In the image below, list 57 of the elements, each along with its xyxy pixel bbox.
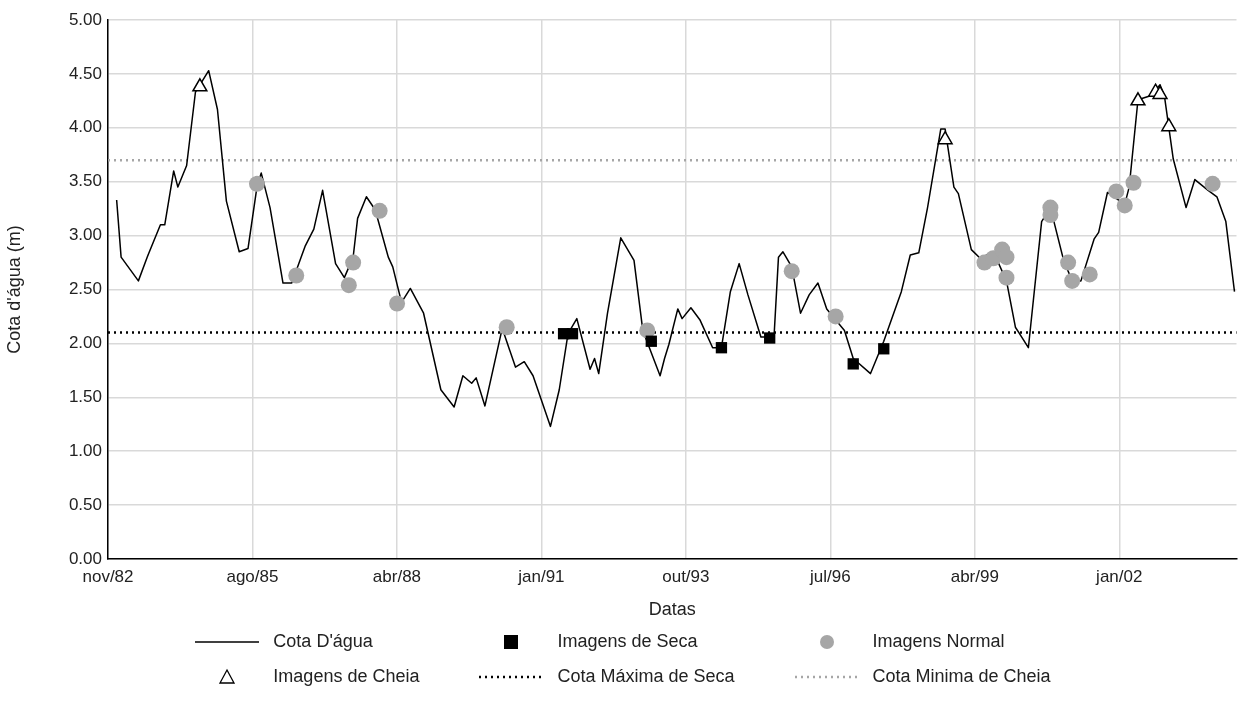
- x-tick-label: nov/82: [82, 566, 134, 586]
- y-axis-title: Cota d'água (m): [3, 225, 24, 354]
- y-tick-label: 2.00: [68, 333, 102, 353]
- y-tick-label: 4.50: [68, 63, 102, 83]
- legend-label: Imagens de Cheia: [273, 666, 420, 687]
- point: [764, 332, 776, 344]
- point: [1125, 174, 1142, 191]
- point: [1081, 266, 1098, 283]
- point: [847, 358, 859, 370]
- x-tick-label: abr/99: [950, 566, 999, 586]
- point: [715, 342, 728, 354]
- point: [783, 263, 800, 280]
- x-tick-label: ago/85: [226, 566, 279, 586]
- y-tick-label: 0.50: [68, 494, 102, 514]
- point: [371, 202, 388, 219]
- y-tick-label: 5.00: [68, 9, 102, 29]
- point: [498, 319, 515, 336]
- point: [998, 269, 1015, 286]
- point: [1116, 197, 1133, 214]
- y-tick-label: 0.00: [68, 548, 102, 568]
- x-tick-label: abr/88: [372, 566, 422, 586]
- point: [1204, 175, 1221, 192]
- point: [1152, 85, 1168, 100]
- point: [288, 267, 305, 284]
- point: [248, 175, 265, 192]
- y-tick-label: 1.50: [68, 386, 102, 406]
- legend-label: Imagens Normal: [872, 631, 1005, 652]
- point: [827, 308, 844, 325]
- point: [645, 335, 657, 347]
- legend-label: Cota D'água: [273, 631, 373, 652]
- point: [389, 295, 406, 312]
- point: [340, 277, 357, 294]
- point: [1060, 254, 1077, 271]
- y-tick-label: 3.50: [68, 171, 102, 191]
- point: [998, 249, 1015, 266]
- point: [1108, 183, 1125, 200]
- x-tick-label: out/93: [662, 566, 710, 586]
- legend-label: Cota Minima de Cheia: [872, 666, 1051, 687]
- point: [566, 328, 579, 340]
- legend-label: Imagens de Seca: [557, 631, 698, 652]
- point: [878, 343, 890, 355]
- y-tick-label: 2.50: [68, 279, 102, 299]
- x-axis-title: Datas: [648, 599, 696, 620]
- point: [345, 254, 362, 271]
- point: [192, 78, 208, 92]
- point: [1130, 92, 1146, 106]
- point: [937, 130, 953, 145]
- point: [1161, 117, 1177, 132]
- legend-label: Cota Máxima de Seca: [557, 666, 735, 687]
- x-tick-label: jan/91: [517, 566, 565, 586]
- y-tick-label: 4.00: [68, 117, 102, 137]
- y-tick-label: 3.00: [68, 225, 102, 245]
- y-tick-label: 1.00: [68, 440, 102, 460]
- point: [639, 322, 656, 339]
- x-tick-label: jul/96: [809, 566, 851, 586]
- x-tick-label: jan/02: [1095, 566, 1143, 586]
- point: [1064, 272, 1081, 289]
